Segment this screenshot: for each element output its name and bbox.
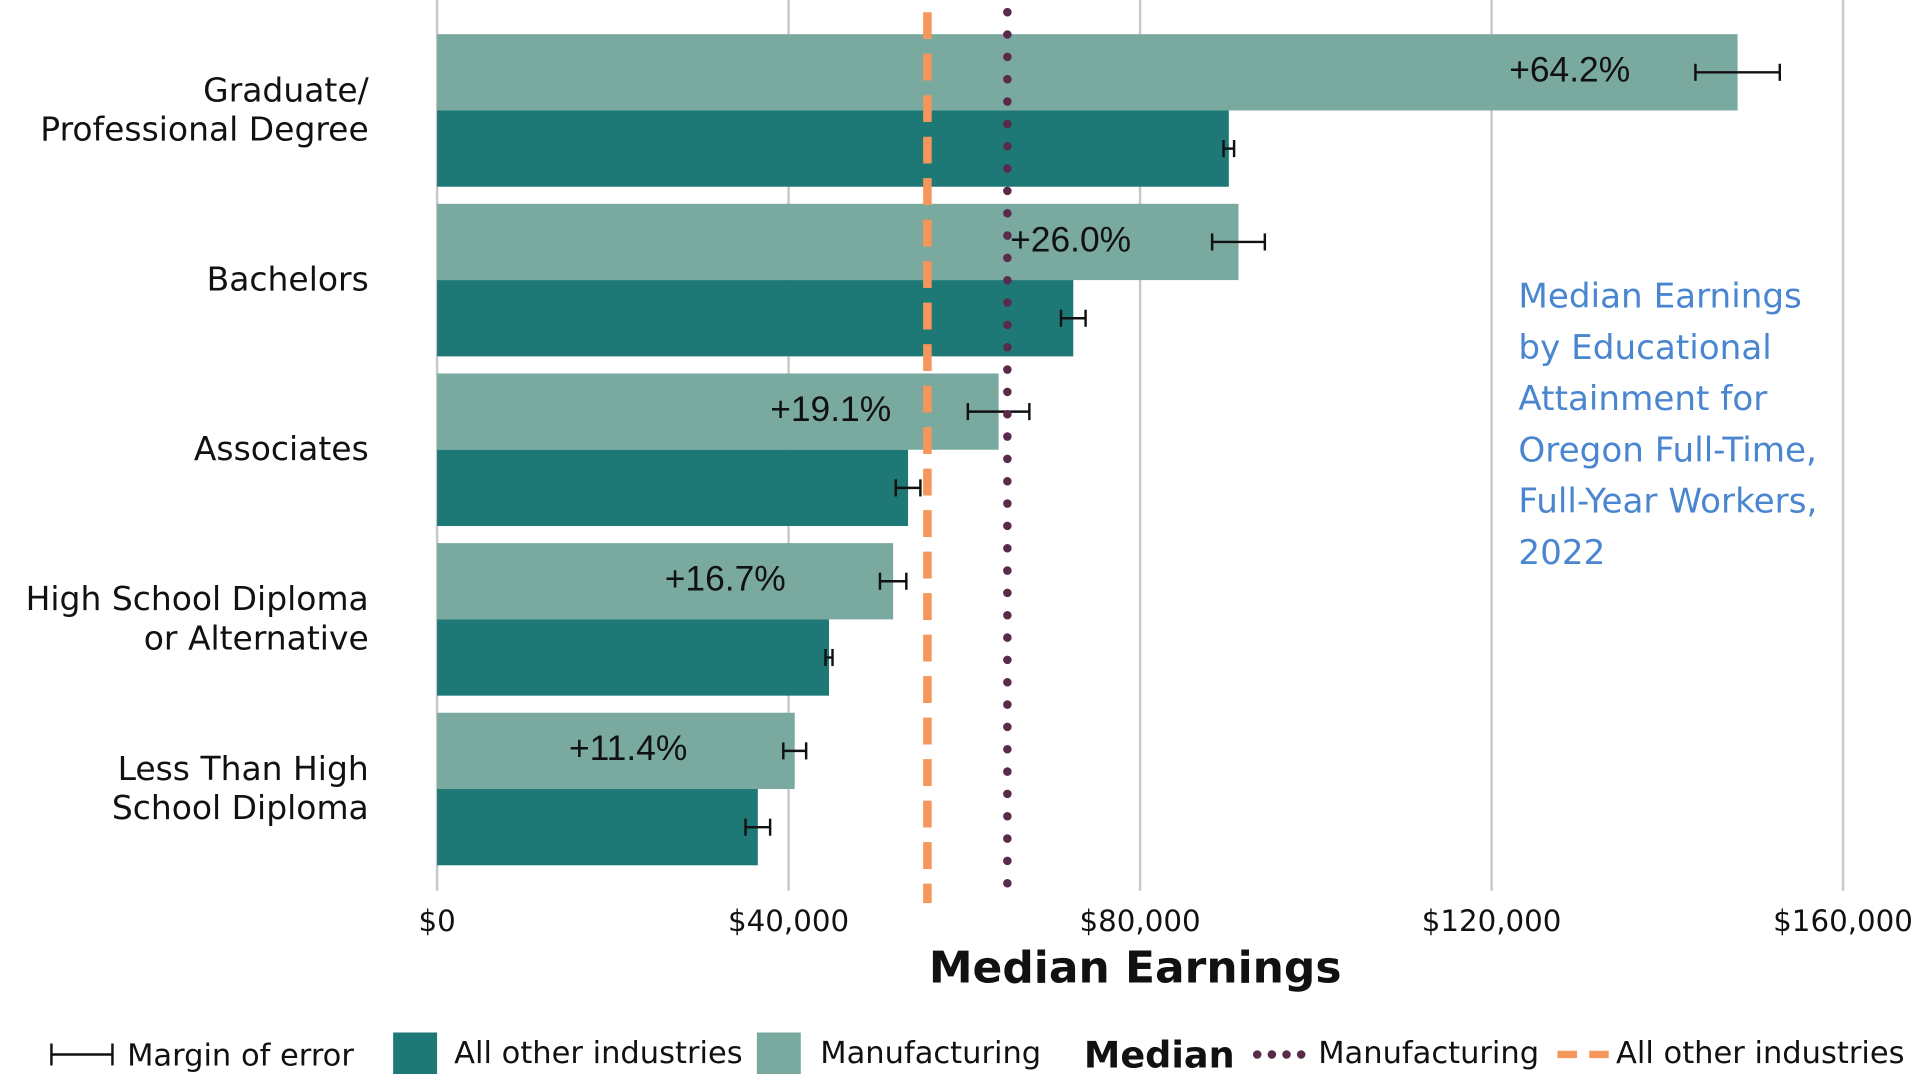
error-bar	[1694, 63, 1782, 81]
x-tick-label: $0	[418, 904, 455, 938]
y-tick-label: Bachelors	[206, 260, 369, 299]
legend-swatch	[756, 1032, 801, 1077]
x-axis-title: Median Earnings	[929, 942, 1342, 993]
title-box: Median Earnings by Educational Attainmen…	[1518, 275, 1818, 573]
legend: Margin of error All other industries Manuf…	[50, 1032, 1905, 1077]
error-bar	[894, 479, 922, 497]
category-box: Associates	[193, 430, 369, 469]
error-bar	[782, 742, 808, 760]
category-box: Less Than High School Diploma	[111, 749, 369, 827]
legend-label: All other industries	[454, 1036, 742, 1071]
bar-annotation: +26.0%	[1010, 220, 1131, 259]
error-bar	[1222, 140, 1236, 158]
legend-label: Manufacturing	[820, 1036, 1041, 1071]
bar	[437, 543, 894, 620]
bar	[437, 619, 829, 696]
legend-title: Median	[1084, 1033, 1235, 1074]
legend-label: Manufacturing	[1318, 1036, 1539, 1071]
chart-title: Median Earnings by Educational Attainmen…	[1518, 275, 1818, 573]
error-bar	[878, 572, 908, 590]
error-bar	[744, 818, 772, 836]
x-tick-label: $160,000	[1773, 904, 1913, 938]
bar	[437, 203, 1239, 281]
x-tick-label: $80,000	[1080, 904, 1201, 938]
category-box: Graduate/ Professional Degree	[40, 71, 369, 149]
bar	[437, 789, 758, 866]
bar-annotation: +16.7%	[665, 560, 786, 599]
bar-annotation: +64.2%	[1509, 51, 1630, 90]
y-tick-label: Graduate/ Professional Degree	[40, 71, 369, 149]
legend-label: Margin of error	[127, 1038, 354, 1073]
x-tick-label: $120,000	[1422, 904, 1562, 938]
bar	[437, 280, 1074, 357]
bar	[437, 712, 795, 790]
bar	[437, 34, 1738, 111]
bar	[437, 449, 909, 527]
error-bar	[824, 648, 834, 667]
error-bar	[1059, 309, 1087, 327]
error-bar	[1210, 233, 1267, 251]
y-tick-label: High School Diploma or Alternative	[25, 580, 369, 658]
bar	[437, 110, 1229, 187]
error-bar	[966, 403, 1031, 421]
category-box: High School Diploma or Alternative	[25, 580, 369, 658]
y-tick-label: Associates	[193, 430, 369, 469]
legend-swatch	[393, 1032, 438, 1077]
x-tick-label: $40,000	[728, 904, 849, 938]
category-box: Bachelors	[206, 260, 369, 299]
legend-label: All other industries	[1616, 1036, 1904, 1071]
bar-annotation: +11.4%	[569, 729, 687, 768]
bar	[437, 373, 999, 450]
y-tick-label: Less Than High School Diploma	[111, 749, 369, 827]
bar-annotation: +19.1%	[770, 390, 891, 429]
